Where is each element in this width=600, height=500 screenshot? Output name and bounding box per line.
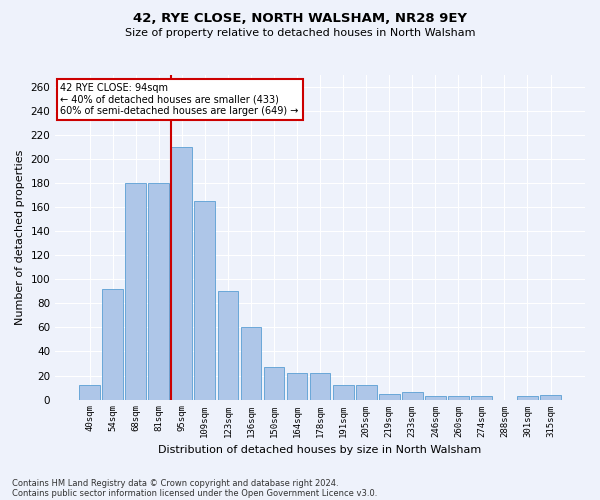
Bar (333, 385, 353, 400)
Bar (148, 183, 169, 400)
Text: Contains public sector information licensed under the Open Government Licence v3: Contains public sector information licen… (12, 488, 377, 498)
Bar (102, 289, 123, 400)
Bar (356, 385, 377, 400)
Text: 42, RYE CLOSE, NORTH WALSHAM, NR28 9EY: 42, RYE CLOSE, NORTH WALSHAM, NR28 9EY (133, 12, 467, 26)
Bar (379, 394, 400, 400)
Bar (310, 373, 331, 400)
Bar (287, 373, 307, 400)
Text: 42 RYE CLOSE: 94sqm
← 40% of detached houses are smaller (433)
60% of semi-detac: 42 RYE CLOSE: 94sqm ← 40% of detached ho… (61, 83, 299, 116)
Bar (448, 396, 469, 400)
Bar (263, 367, 284, 400)
X-axis label: Distribution of detached houses by size in North Walsham: Distribution of detached houses by size … (158, 445, 482, 455)
Bar (402, 392, 422, 400)
Bar (241, 328, 262, 400)
Y-axis label: Number of detached properties: Number of detached properties (15, 150, 25, 325)
Bar (425, 396, 446, 400)
Text: Contains HM Land Registry data © Crown copyright and database right 2024.: Contains HM Land Registry data © Crown c… (12, 478, 338, 488)
Text: Size of property relative to detached houses in North Walsham: Size of property relative to detached ho… (125, 28, 475, 38)
Bar (125, 183, 146, 400)
Bar (194, 201, 215, 400)
Bar (517, 396, 538, 400)
Bar (471, 396, 492, 400)
Bar (540, 394, 561, 400)
Bar (218, 292, 238, 400)
Bar (79, 385, 100, 400)
Bar (172, 147, 192, 400)
